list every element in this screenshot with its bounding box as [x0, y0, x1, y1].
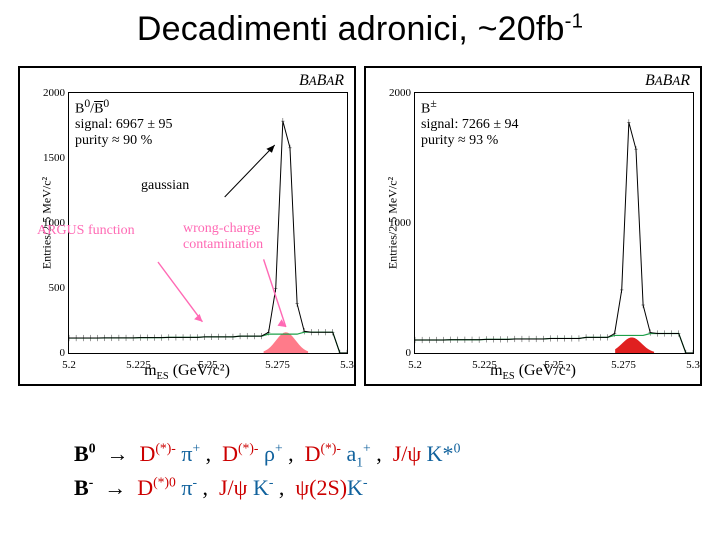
- wrong-charge-label: wrong-charge contamination: [183, 221, 263, 253]
- ytick: 1500: [31, 152, 65, 164]
- ytick: 2000: [31, 87, 65, 99]
- title-text: Decadimenti adronici, ~20fb: [137, 10, 565, 48]
- title-exponent: -1: [565, 11, 584, 33]
- wrong1: wrong-charge: [183, 221, 261, 236]
- xtick: 5.2: [62, 359, 76, 371]
- babar-logo-left: BABAR: [299, 72, 344, 90]
- sig-right-2: purity ≈ 93 %: [421, 133, 498, 148]
- ytick: 1000: [377, 217, 411, 229]
- signal-right: signal: 7266 ± 94 purity ≈ 93 %: [421, 117, 519, 149]
- b0-tag: B0/B0: [75, 97, 109, 118]
- xtick: 5.3: [340, 359, 354, 371]
- decay-line-1: B- → D(*)0 π- , J/ψ K- , ψ(2S)K-: [74, 472, 646, 504]
- plot-right: BABAR Entries/2.5 MeV/c² 5.2 5.225 5.25 …: [364, 66, 702, 386]
- xtick: 5.2: [408, 359, 422, 371]
- bpm-tag: B±: [421, 97, 437, 118]
- plot-left: BABAR Entries/2.5 MeV/c² 5.2 5.225 5.25 …: [18, 66, 356, 386]
- xtick: 5.275: [611, 359, 636, 371]
- babar-logo-right: BABAR: [645, 72, 690, 90]
- argus-label: ARGUS function: [37, 223, 135, 239]
- ytick: 500: [31, 282, 65, 294]
- plot-left-inner: Entries/2.5 MeV/c² 5.2 5.225 5.25 5.275 …: [68, 92, 348, 354]
- plot-right-inner: Entries/2.5 MeV/c² 5.2 5.225 5.25 5.275 …: [414, 92, 694, 354]
- signal-left: signal: 6967 ± 95 purity ≈ 90 %: [75, 117, 173, 149]
- xlabel-right: mES (GeV/c²): [490, 362, 576, 382]
- xtick: 5.3: [686, 359, 700, 371]
- xtick: 5.275: [265, 359, 290, 371]
- slide-title: Decadimenti adronici, ~20fb-1: [0, 10, 720, 49]
- sig-right-1: signal: 7266 ± 94: [421, 117, 519, 132]
- decay-line-0: B0 → D(*)- π+ , D(*)- ρ+ , D(*)- a1+ , J…: [74, 438, 646, 472]
- plots-row: BABAR Entries/2.5 MeV/c² 5.2 5.225 5.25 …: [18, 66, 702, 386]
- gaussian-label: gaussian: [141, 178, 189, 194]
- ytick: 2000: [377, 87, 411, 99]
- wrong2: contamination: [183, 237, 263, 252]
- sig-left-1: signal: 6967 ± 95: [75, 117, 173, 132]
- ytick: 0: [31, 347, 65, 359]
- xlabel-left: mES (GeV/c²): [144, 362, 230, 382]
- sig-left-2: purity ≈ 90 %: [75, 133, 152, 148]
- decay-modes: B0 → D(*)- π+ , D(*)- ρ+ , D(*)- a1+ , J…: [0, 438, 720, 504]
- ytick: 0: [377, 347, 411, 359]
